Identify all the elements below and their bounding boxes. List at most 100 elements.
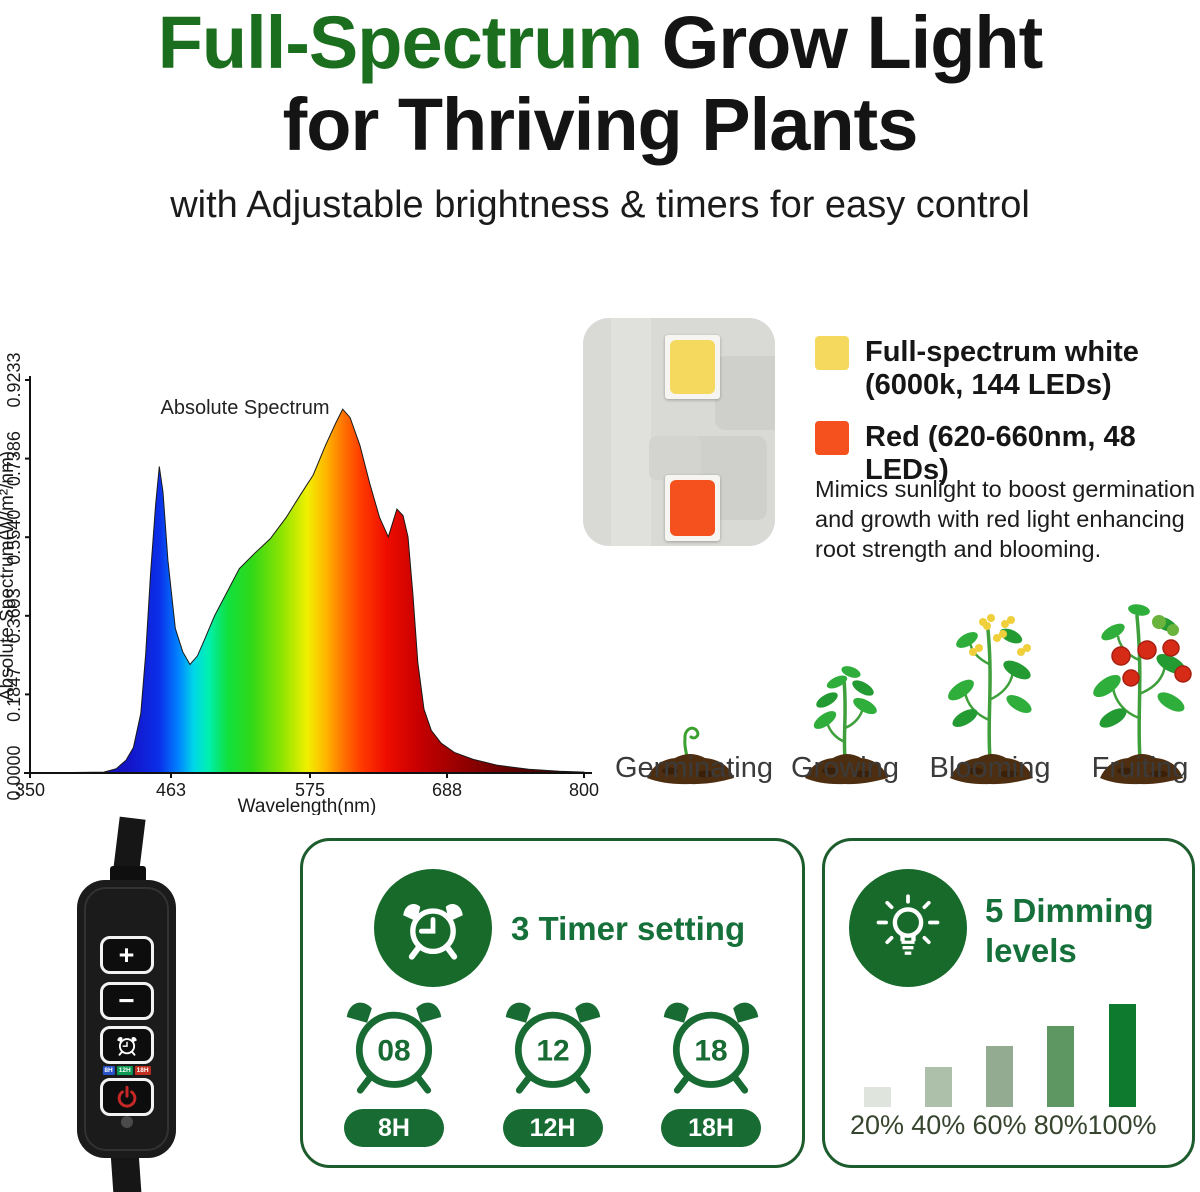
germinating-plant-illustration [647,726,734,785]
x-tick-4: 800 [569,780,599,800]
legend-white-led: Full-spectrum white (6000k, 144 LEDs) [815,336,1139,402]
x-tick-2: 575 [295,780,325,800]
bar-80 [1047,1026,1075,1107]
y-tick-2: 0.3693 [4,588,24,643]
remote-led-indicator [120,1116,133,1128]
dim-level-100: 100% [1087,1004,1157,1141]
bar-label-20: 20% [849,1110,905,1140]
page-title-line2: for Thriving Plants [282,83,919,166]
bar-20 [863,1087,891,1107]
stage-blooming [915,608,1065,786]
led-description: Mimics sunlight to boost germination and… [815,476,1196,562]
remote-controller: + − 8H 12H 18H [77,880,176,1158]
clock-hours: 12 [536,1034,569,1067]
stage-growing [775,658,915,786]
alarm-clock-icon [403,903,463,960]
x-tick-1: 463 [156,780,186,800]
stage-label-germinating: Germinating [615,752,773,784]
timer-option-8h: 08 8H [341,991,447,1147]
x-tick-marks [29,773,585,778]
title-highlight: Full-Spectrum [157,1,643,84]
power-icon [117,1085,136,1108]
white-led-swatch [815,336,849,370]
red-led-chip-face [670,480,715,536]
timer-icon-badge [374,869,492,987]
y-tick-3: 0.5540 [4,510,24,565]
y-tick-marks [25,379,30,774]
title-rest: Grow Light [642,1,1044,84]
bar-label-80: 80% [1033,1110,1088,1140]
dim-level-80: 80% [1031,1004,1091,1141]
clock-hours: 08 [377,1034,410,1067]
timer-option-12h: 12 12H [500,991,606,1147]
tomato-fruits [1111,615,1192,687]
led-panel-trace [715,356,775,430]
y-axis-label: Absolute Spectrum(W/m²/nm) [0,451,18,701]
brightness-down-button: − [99,982,154,1020]
dim-level-60: 60% [970,1004,1030,1141]
chart-title: Absolute Spectrum [161,397,330,419]
dimming-heading-line1: 5 Dimming [985,892,1154,929]
x-axis-label: Wavelength(nm) [238,796,377,815]
spectrum-area [29,408,585,774]
y-tick-0: 0.0000 [4,745,24,800]
alarm-clock-icon [116,1037,137,1056]
red-led-swatch [815,421,849,455]
fruiting-plant-illustration [1093,604,1192,785]
timer-options: 08 8H 12 12H [341,991,764,1147]
white-led-chip-face [670,340,715,394]
stage-fruiting [1065,598,1200,786]
indicator-18h: 18H [134,1066,151,1075]
badge-12h: 12H [502,1109,603,1147]
y-tick-4: 0.7386 [4,431,24,486]
bar-label-40: 40% [911,1110,966,1140]
stage-label-growing: Growing [791,752,899,784]
clock-8h-icon: 08 [346,1002,442,1094]
indicator-8h: 8H [102,1066,115,1075]
bulb-rays [876,894,940,945]
led-panel-trace [649,436,701,480]
lightbulb-icon [876,894,940,955]
red-led-label: Red (620-660nm, 48 LEDs) [865,421,1136,486]
x-tick-3: 688 [432,780,462,800]
y-tick-5: 0.9233 [4,352,24,407]
badge-18h: 18H [661,1109,761,1147]
dim-level-20: 20% [847,1004,907,1141]
dimming-heading-line2: levels [985,932,1077,969]
led-panel-image [583,318,775,546]
page-subtitle: with Adjustable brightness & timers for … [170,184,1030,226]
dimming-levels-card: 5 Dimming levels 20% 40% 60% 80% 100 [822,838,1195,1168]
dimming-card-heading: 5 Dimming levels [985,891,1154,971]
yellow-flowers [969,614,1031,656]
bar-40 [924,1067,952,1107]
timer-card-heading: 3 Timer setting [511,910,746,947]
bar-60 [986,1046,1013,1107]
indicator-12h: 12H [116,1066,133,1075]
stage-label-blooming: Blooming [929,752,1051,784]
dimming-bar-chart: 20% 40% 60% 80% 100% [847,1004,1157,1141]
red-led-chip [665,475,720,541]
stage-label-fruiting: Fruiting [1091,752,1189,784]
badge-8h: 8H [344,1109,444,1147]
dimming-icon-badge [849,869,967,987]
clock-hours: 18 [694,1034,727,1067]
y-tick-1: 0.1847 [4,667,24,722]
white-led-chip [665,335,720,399]
power-button [99,1078,154,1116]
legend-red-led: Red (620-660nm, 48 LEDs) [815,421,1200,487]
remote-cable-collar [110,866,146,884]
dim-level-40: 40% [908,1004,968,1141]
stage-germinating [615,716,765,786]
spectrum-chart: Absolute Spectrum 0.0000 0.1847 0.3693 0… [0,352,599,815]
timer-option-18h: 18 18H [658,991,764,1147]
timer-indicator-strip: 8H 12H 18H [102,1066,151,1075]
x-tick-0: 350 [15,780,45,800]
page-title-line1: Full-Spectrum Grow Light [0,2,1200,84]
brightness-up-button: + [99,936,154,974]
timer-button [99,1026,154,1064]
bar-label-100: 100% [1087,1110,1157,1140]
growing-plant-illustration [805,666,888,785]
bar-100 [1108,1004,1136,1107]
bar-label-60: 60% [972,1110,1027,1140]
